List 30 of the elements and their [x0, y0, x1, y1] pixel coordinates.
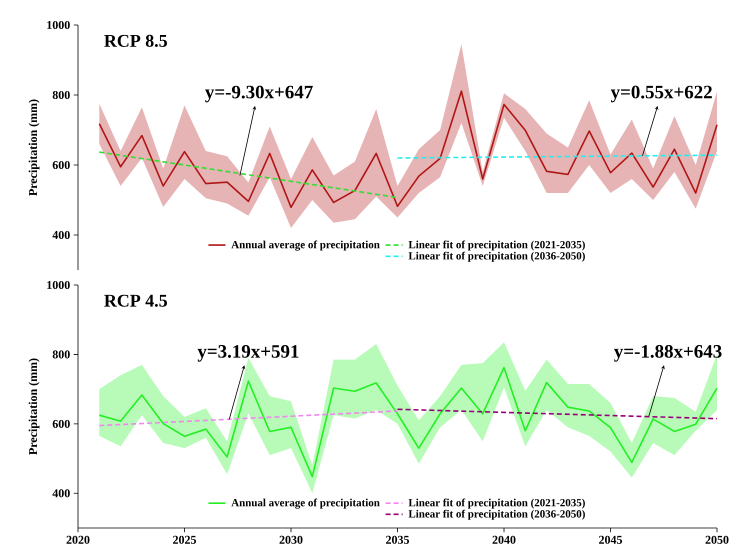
y-tick-label: 800 [52, 350, 70, 358]
y-tick-label: 1000 [47, 280, 70, 290]
x-tick-label: 2020 [66, 536, 90, 544]
x-tick-label: 2050 [706, 536, 728, 544]
legend-label: Linear fit of precipitation (2036-2050) [408, 252, 585, 262]
y-tick-label: 600 [52, 420, 70, 428]
x-tick-label: 2030 [280, 536, 302, 544]
legend-label: Linear fit of precipitation (2036-2050) [408, 510, 585, 520]
legend-label: Annual average of precipitation [231, 240, 380, 251]
annotation: y=-9.30x+647 [205, 86, 313, 102]
legend-label: Annual average of precipitation [231, 498, 380, 509]
chart-title: RCP 4.5 [104, 294, 167, 307]
legend-label: Linear fit of precipitation (2021-2035) [408, 498, 585, 509]
x-tick-label: 2045 [599, 536, 622, 544]
y-tick-label: 400 [52, 489, 70, 498]
line-series [98, 366, 718, 478]
y-axis-title: Precipitation (mm) [28, 358, 40, 455]
y-tick-label: 1000 [47, 20, 70, 30]
chart-title: RCP 8.5 [104, 34, 167, 47]
x-tick-label: 2025 [173, 536, 196, 544]
annotation: y=3.19x+591 [198, 345, 298, 362]
y-tick-label: 600 [52, 160, 70, 170]
legend-label: Linear fit of precipitation (2021-2035) [408, 240, 585, 251]
y-axis-title: Precipitation (mm) [28, 100, 40, 196]
x-tick-label: 2035 [386, 536, 410, 544]
annotation: y=0.55x+622 [610, 86, 712, 102]
y-tick-label: 800 [52, 90, 70, 100]
y-tick-label: 400 [52, 230, 70, 240]
x-tick-label: 2040 [492, 536, 516, 544]
annotation: y=-1.88x+643 [614, 345, 722, 362]
